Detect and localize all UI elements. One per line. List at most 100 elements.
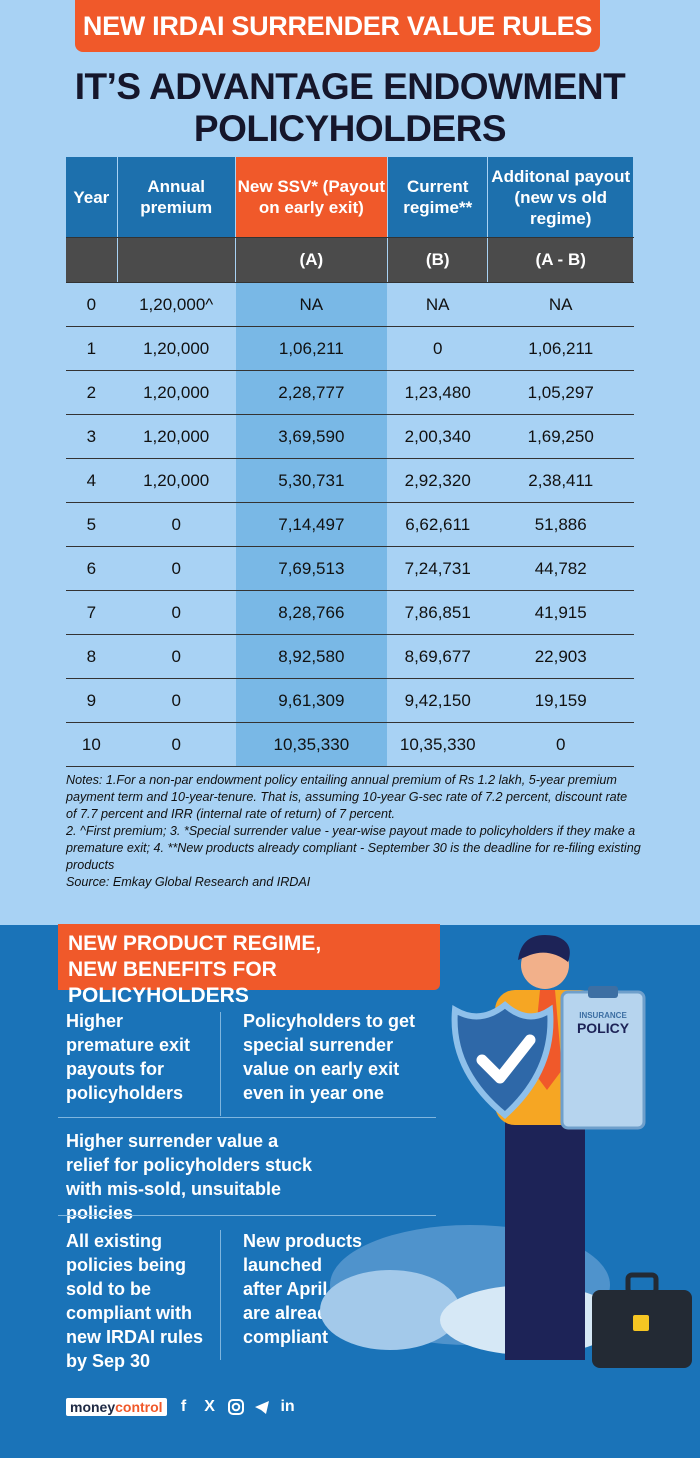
- subheader-cell: (B): [387, 237, 489, 283]
- table-cell: 41,915: [487, 590, 634, 635]
- table-cell: 0: [66, 282, 118, 327]
- table-cell: 10,35,330: [387, 722, 489, 767]
- data-row: 1 1,20,000 1,06,211 0 1,06,211: [66, 326, 634, 371]
- cloud: [320, 1270, 460, 1350]
- table-cell: 8,28,766: [235, 590, 388, 635]
- table-cell: 5: [66, 502, 118, 547]
- divider: [58, 1117, 436, 1118]
- benefit-item: Higher premature exit payouts for policy…: [66, 1011, 191, 1103]
- table-cell: 0: [117, 678, 236, 723]
- benefits-heading: NEW PRODUCT REGIME, NEW BENEFITS FOR POL…: [58, 924, 440, 1007]
- subheader-row: (A) (B) (A - B): [66, 237, 634, 283]
- table-cell: 6,62,611: [387, 502, 489, 547]
- column-header: Current regime**: [387, 157, 489, 238]
- table-cell: 0: [117, 722, 236, 767]
- brand-part: control: [115, 1399, 163, 1415]
- divider: [220, 1230, 221, 1360]
- shield: [451, 1001, 554, 1119]
- table-cell: 1: [66, 326, 118, 371]
- header-row: Year Annual premium New SSV* (Payout on ea…: [66, 157, 634, 238]
- note-line: 2. ^First premium; 3. *Special surrender…: [66, 824, 641, 872]
- heading-line: NEW PRODUCT REGIME,: [68, 932, 322, 955]
- table-cell: 4: [66, 458, 118, 503]
- check: [476, 1034, 536, 1084]
- table-cell: 5,30,731: [235, 458, 388, 503]
- table-cell: NA: [487, 282, 634, 327]
- table-cell: 0: [117, 502, 236, 547]
- subheader-cell: [117, 237, 236, 283]
- column-header: New SSV* (Payout on early exit): [235, 157, 388, 238]
- table-cell: 1,20,000: [117, 370, 236, 415]
- table-cell: 6: [66, 546, 118, 591]
- data-row: 6 0 7,69,513 7,24,731 44,782: [66, 546, 634, 591]
- table-cell: 7,69,513: [235, 546, 388, 591]
- table-cell: 2,38,411: [487, 458, 634, 503]
- table-cell: 19,159: [487, 678, 634, 723]
- data-row: 2 1,20,000 2,28,777 1,23,480 1,05,297: [66, 370, 634, 415]
- table-cell: 1,69,250: [487, 414, 634, 459]
- notes: Notes: 1.For a non-par endowment policy …: [66, 772, 641, 891]
- social-icon: in: [280, 1398, 295, 1415]
- table-cell: NA: [387, 282, 489, 327]
- clipboard-label: POLICY: [577, 1020, 630, 1036]
- table-cell: 10: [66, 722, 118, 767]
- table-cell: 51,886: [487, 502, 634, 547]
- table-cell: 7,24,731: [387, 546, 489, 591]
- telegram-icon: [254, 1401, 269, 1414]
- table-cell: 7,86,851: [387, 590, 489, 635]
- table-cell: 2,28,777: [235, 370, 388, 415]
- table-cell: 1,20,000^: [117, 282, 236, 327]
- column-header: Year: [66, 157, 118, 238]
- instagram-icon: [227, 1399, 244, 1415]
- briefcase-handle: [625, 1272, 659, 1296]
- table-cell: 1,06,211: [487, 326, 634, 371]
- table-cell: 3: [66, 414, 118, 459]
- table-cell: NA: [235, 282, 388, 327]
- table-cell: 1,05,297: [487, 370, 634, 415]
- data-row: 7 0 8,28,766 7,86,851 41,915: [66, 590, 634, 635]
- table-cell: 1,20,000: [117, 414, 236, 459]
- table-cell: 9: [66, 678, 118, 723]
- data-row: 4 1,20,000 5,30,731 2,92,320 2,38,411: [66, 458, 634, 503]
- divider: [58, 1215, 436, 1216]
- table-cell: 9,42,150: [387, 678, 489, 723]
- benefit-item: Higher surrender value a relief for poli…: [66, 1131, 313, 1223]
- title: IT’S ADVANTAGE ENDOWMENT POLICYHOLDERS: [74, 66, 626, 149]
- subheader-cell: (A - B): [487, 237, 634, 283]
- benefit-item: New products launched after April 1 are …: [243, 1231, 363, 1347]
- data-row: 8 0 8,92,580 8,69,677 22,903: [66, 634, 634, 679]
- note-line: Source: Emkay Global Research and IRDAI: [66, 875, 311, 889]
- social-icon: X: [204, 1398, 215, 1415]
- table-cell: 8: [66, 634, 118, 679]
- data-row: 0 1,20,000^ NA NA NA: [66, 282, 634, 327]
- divider: [220, 1012, 221, 1116]
- subheader-cell: [66, 237, 118, 283]
- banner: NEW IRDAI SURRENDER VALUE RULES: [75, 0, 600, 52]
- table-cell: 0: [117, 546, 236, 591]
- table-cell: 8,69,677: [387, 634, 489, 679]
- table-cell: 3,69,590: [235, 414, 388, 459]
- table-cell: 0: [117, 634, 236, 679]
- table-cell: 44,782: [487, 546, 634, 591]
- brand: moneycontrol: [66, 1398, 167, 1416]
- table-cell: 22,903: [487, 634, 634, 679]
- legs: [505, 1110, 585, 1360]
- hair: [518, 935, 570, 962]
- note-line: Notes: 1.For a non-par endowment policy …: [66, 773, 628, 821]
- brand-part: money: [70, 1399, 116, 1415]
- table-cell: 7: [66, 590, 118, 635]
- data-row: 3 1,20,000 3,69,590 2,00,340 1,69,250: [66, 414, 634, 459]
- table-cell: 1,23,480: [387, 370, 489, 415]
- benefit-item: All existing policies being sold to be c…: [66, 1231, 204, 1371]
- table-cell: 1,20,000: [117, 326, 236, 371]
- benefit-item: Policyholders to get special surrender v…: [243, 1011, 416, 1103]
- lock: [633, 1315, 649, 1331]
- table-cell: 2,92,320: [387, 458, 489, 503]
- social-icon: f: [180, 1398, 187, 1415]
- data-row: 5 0 7,14,497 6,62,611 51,886: [66, 502, 634, 547]
- table-cell: 1,06,211: [235, 326, 388, 371]
- table-cell: 2,00,340: [387, 414, 489, 459]
- column-header: Additonal payout (new vs old regime): [487, 157, 634, 238]
- data-row: 10 0 10,35,330 10,35,330 0: [66, 722, 634, 767]
